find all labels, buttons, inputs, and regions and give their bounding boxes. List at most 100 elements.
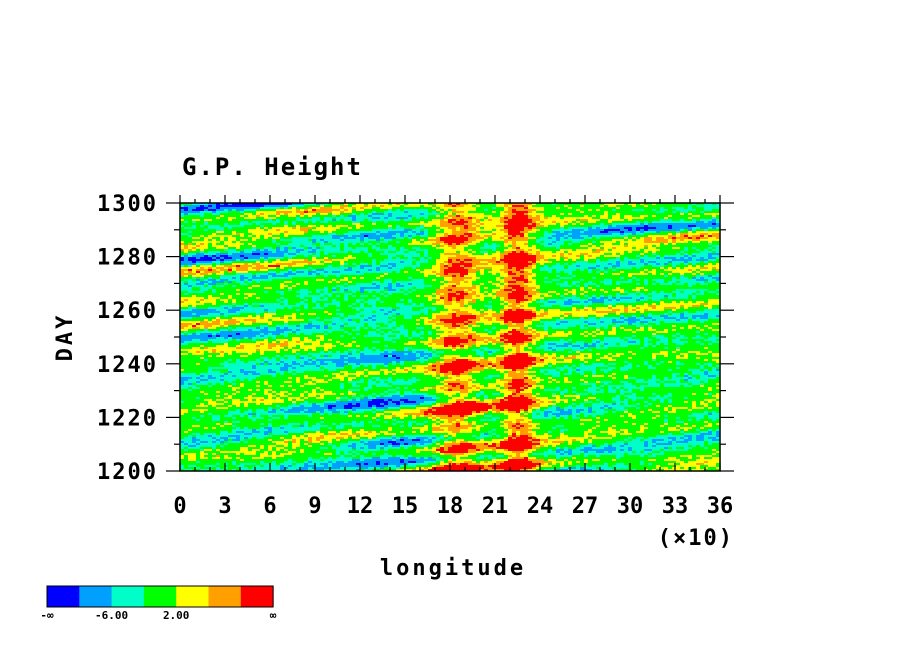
heatmap-cell bbox=[396, 241, 401, 244]
heatmap-cell bbox=[684, 207, 689, 210]
heatmap-cell bbox=[588, 205, 593, 208]
heatmap-cell bbox=[268, 249, 273, 252]
heatmap-cell bbox=[352, 207, 357, 210]
heatmap-cell bbox=[652, 233, 657, 236]
heatmap-cell bbox=[548, 267, 553, 270]
heatmap-cell bbox=[604, 215, 609, 218]
heatmap-cell bbox=[600, 263, 605, 266]
heatmap-cell bbox=[368, 229, 373, 232]
heatmap-cell bbox=[548, 259, 553, 262]
heatmap-cell bbox=[212, 255, 217, 258]
heatmap-cell bbox=[688, 239, 693, 242]
heatmap-cell bbox=[700, 271, 705, 274]
heatmap-cell bbox=[524, 211, 529, 214]
heatmap-cell bbox=[460, 207, 465, 210]
heatmap-cell bbox=[436, 231, 441, 234]
heatmap-cell bbox=[592, 217, 597, 220]
heatmap-cell bbox=[292, 207, 297, 210]
heatmap-cell bbox=[516, 253, 521, 256]
heatmap-cell bbox=[308, 219, 313, 222]
heatmap-cell bbox=[232, 239, 237, 242]
heatmap-cell bbox=[324, 257, 329, 260]
heatmap-cell bbox=[612, 261, 617, 264]
heatmap-cell bbox=[572, 263, 577, 266]
heatmap-cell bbox=[712, 205, 717, 208]
heatmap-cell bbox=[184, 213, 189, 216]
heatmap-cell bbox=[688, 215, 693, 218]
heatmap-cell bbox=[708, 259, 713, 262]
heatmap-cell bbox=[280, 217, 285, 220]
heatmap-cell bbox=[608, 245, 613, 248]
heatmap-cell bbox=[652, 249, 657, 252]
heatmap-cell bbox=[620, 249, 625, 252]
heatmap-cell bbox=[616, 207, 621, 210]
heatmap-cell bbox=[580, 209, 585, 212]
heatmap-cell bbox=[244, 267, 249, 270]
heatmap-cell bbox=[252, 253, 257, 256]
heatmap-cell bbox=[356, 261, 361, 264]
heatmap-cell bbox=[604, 203, 609, 206]
heatmap-cell bbox=[612, 223, 617, 226]
heatmap-cell bbox=[576, 257, 581, 260]
heatmap-cell bbox=[580, 239, 585, 242]
heatmap-cell bbox=[312, 233, 317, 236]
heatmap-cell bbox=[264, 205, 269, 208]
heatmap-cell bbox=[544, 211, 549, 214]
heatmap-cell bbox=[252, 209, 257, 212]
heatmap-cell bbox=[580, 217, 585, 220]
heatmap-cell bbox=[224, 267, 229, 270]
heatmap-cell bbox=[352, 271, 357, 274]
heatmap-cell bbox=[656, 247, 661, 250]
heatmap-cell bbox=[244, 213, 249, 216]
heatmap-cell bbox=[592, 231, 597, 234]
heatmap-cell bbox=[712, 223, 717, 226]
heatmap-cell bbox=[532, 257, 537, 260]
heatmap-cell bbox=[516, 237, 521, 240]
heatmap-cell bbox=[424, 205, 429, 208]
heatmap-cell bbox=[708, 265, 713, 268]
heatmap-cell bbox=[356, 235, 361, 238]
heatmap-cell bbox=[244, 269, 249, 272]
heatmap-cell bbox=[204, 231, 209, 234]
heatmap-cell bbox=[512, 233, 517, 236]
heatmap-cell bbox=[500, 269, 505, 272]
heatmap-cell bbox=[416, 251, 421, 254]
heatmap-cell bbox=[268, 213, 273, 216]
heatmap-cell bbox=[412, 269, 417, 272]
heatmap-cell bbox=[372, 211, 377, 214]
heatmap-cell bbox=[700, 263, 705, 266]
heatmap-cell bbox=[372, 227, 377, 230]
heatmap-cell bbox=[488, 217, 493, 220]
heatmap-cell bbox=[684, 263, 689, 266]
heatmap-cell bbox=[388, 213, 393, 216]
heatmap-cell bbox=[276, 271, 281, 274]
heatmap-cell bbox=[508, 265, 513, 268]
heatmap-cell bbox=[628, 225, 633, 228]
heatmap-cell bbox=[212, 237, 217, 240]
heatmap-cell bbox=[620, 267, 625, 270]
heatmap-cell bbox=[612, 211, 617, 214]
heatmap-cell bbox=[380, 223, 385, 226]
heatmap-cell bbox=[492, 217, 497, 220]
heatmap-cell bbox=[392, 247, 397, 250]
heatmap-cell bbox=[556, 211, 561, 214]
heatmap-cell bbox=[528, 273, 533, 276]
heatmap-cell bbox=[360, 213, 365, 216]
heatmap-cell bbox=[640, 261, 645, 264]
heatmap-cell bbox=[408, 235, 413, 238]
heatmap-cell bbox=[476, 237, 481, 240]
heatmap-cell bbox=[188, 243, 193, 246]
heatmap-cell bbox=[380, 225, 385, 228]
heatmap-cell bbox=[368, 255, 373, 258]
heatmap-cell bbox=[580, 255, 585, 258]
heatmap-cell bbox=[224, 225, 229, 228]
heatmap-cell bbox=[180, 257, 185, 260]
heatmap-cell bbox=[644, 267, 649, 270]
heatmap-cell bbox=[188, 265, 193, 268]
heatmap-cell bbox=[332, 203, 337, 206]
heatmap-cell bbox=[440, 245, 445, 248]
heatmap-cell bbox=[656, 221, 661, 224]
heatmap-cell bbox=[548, 275, 553, 278]
heatmap-cell bbox=[696, 217, 701, 220]
heatmap-cell bbox=[532, 225, 537, 228]
